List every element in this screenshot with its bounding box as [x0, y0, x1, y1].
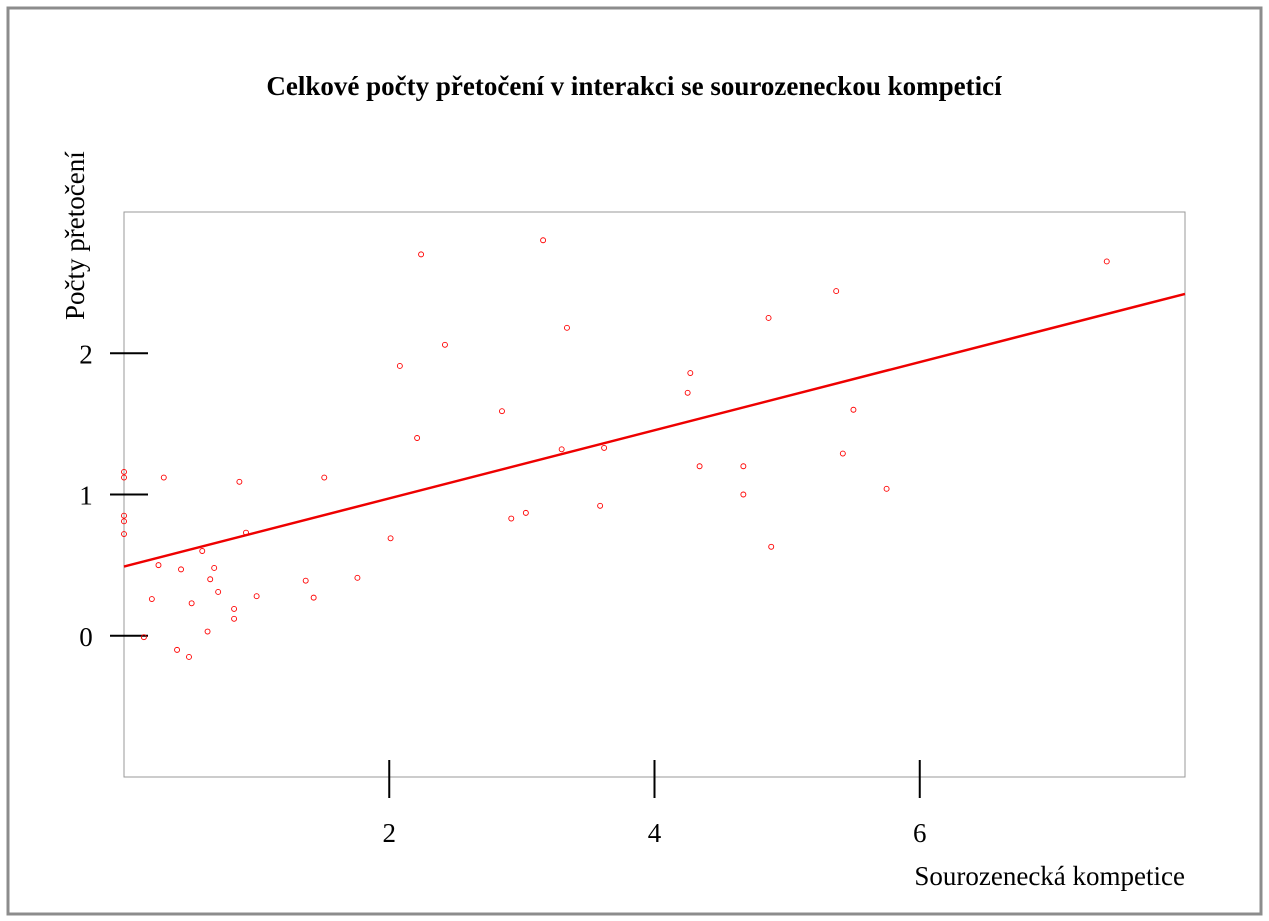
point: [215, 589, 222, 595]
point: [354, 574, 361, 581]
point: [442, 341, 448, 348]
point: [765, 314, 772, 321]
point: [597, 502, 604, 509]
y-tick-label: 0: [79, 622, 93, 652]
fit-line: [123, 292, 1186, 568]
point: [740, 463, 747, 470]
point: [883, 485, 890, 492]
x-axis-label: Sourozenecká kompetice: [914, 861, 1185, 891]
point: [199, 548, 206, 554]
point: [204, 628, 211, 635]
point: [236, 478, 243, 485]
y-axis-label: Počty přetočení: [60, 151, 90, 320]
point: [148, 596, 155, 602]
point: [188, 600, 195, 607]
y-tick-label: 2: [79, 339, 93, 369]
chart-title: Celkové počty přetočení v interakci se s…: [266, 71, 1002, 101]
point: [522, 509, 529, 516]
point: [768, 543, 775, 550]
point: [140, 634, 147, 641]
point: [601, 444, 608, 451]
point: [499, 408, 505, 415]
x-tick-label: 6: [913, 818, 927, 848]
point: [121, 531, 127, 537]
point: [558, 446, 565, 453]
point: [178, 566, 184, 573]
point: [540, 237, 547, 244]
point: [121, 474, 127, 481]
point: [174, 646, 181, 653]
point: [321, 474, 328, 481]
point: [740, 491, 747, 498]
point: [310, 594, 317, 601]
point: [833, 288, 840, 295]
point: [1103, 258, 1110, 265]
point: [211, 565, 218, 571]
point: [121, 468, 127, 475]
point: [564, 324, 570, 331]
point: [684, 389, 691, 396]
point: [121, 512, 127, 519]
x-tick-label: 2: [383, 818, 397, 848]
point: [414, 435, 421, 441]
point: [231, 615, 238, 622]
point: [207, 576, 214, 583]
point: [121, 518, 127, 525]
point: [160, 474, 167, 481]
x-tick-label: 4: [648, 818, 662, 848]
point: [155, 562, 162, 569]
point: [839, 450, 846, 457]
point: [418, 251, 425, 258]
frame: [6, 6, 1263, 916]
point: [687, 370, 694, 376]
point: [396, 363, 403, 369]
point: [253, 593, 260, 600]
point: [696, 463, 703, 470]
point: [387, 535, 394, 542]
y-tick-label: 1: [79, 481, 93, 511]
point: [850, 406, 857, 413]
point: [508, 515, 515, 522]
point: [302, 577, 309, 584]
point: [231, 605, 238, 612]
point: [186, 653, 192, 660]
